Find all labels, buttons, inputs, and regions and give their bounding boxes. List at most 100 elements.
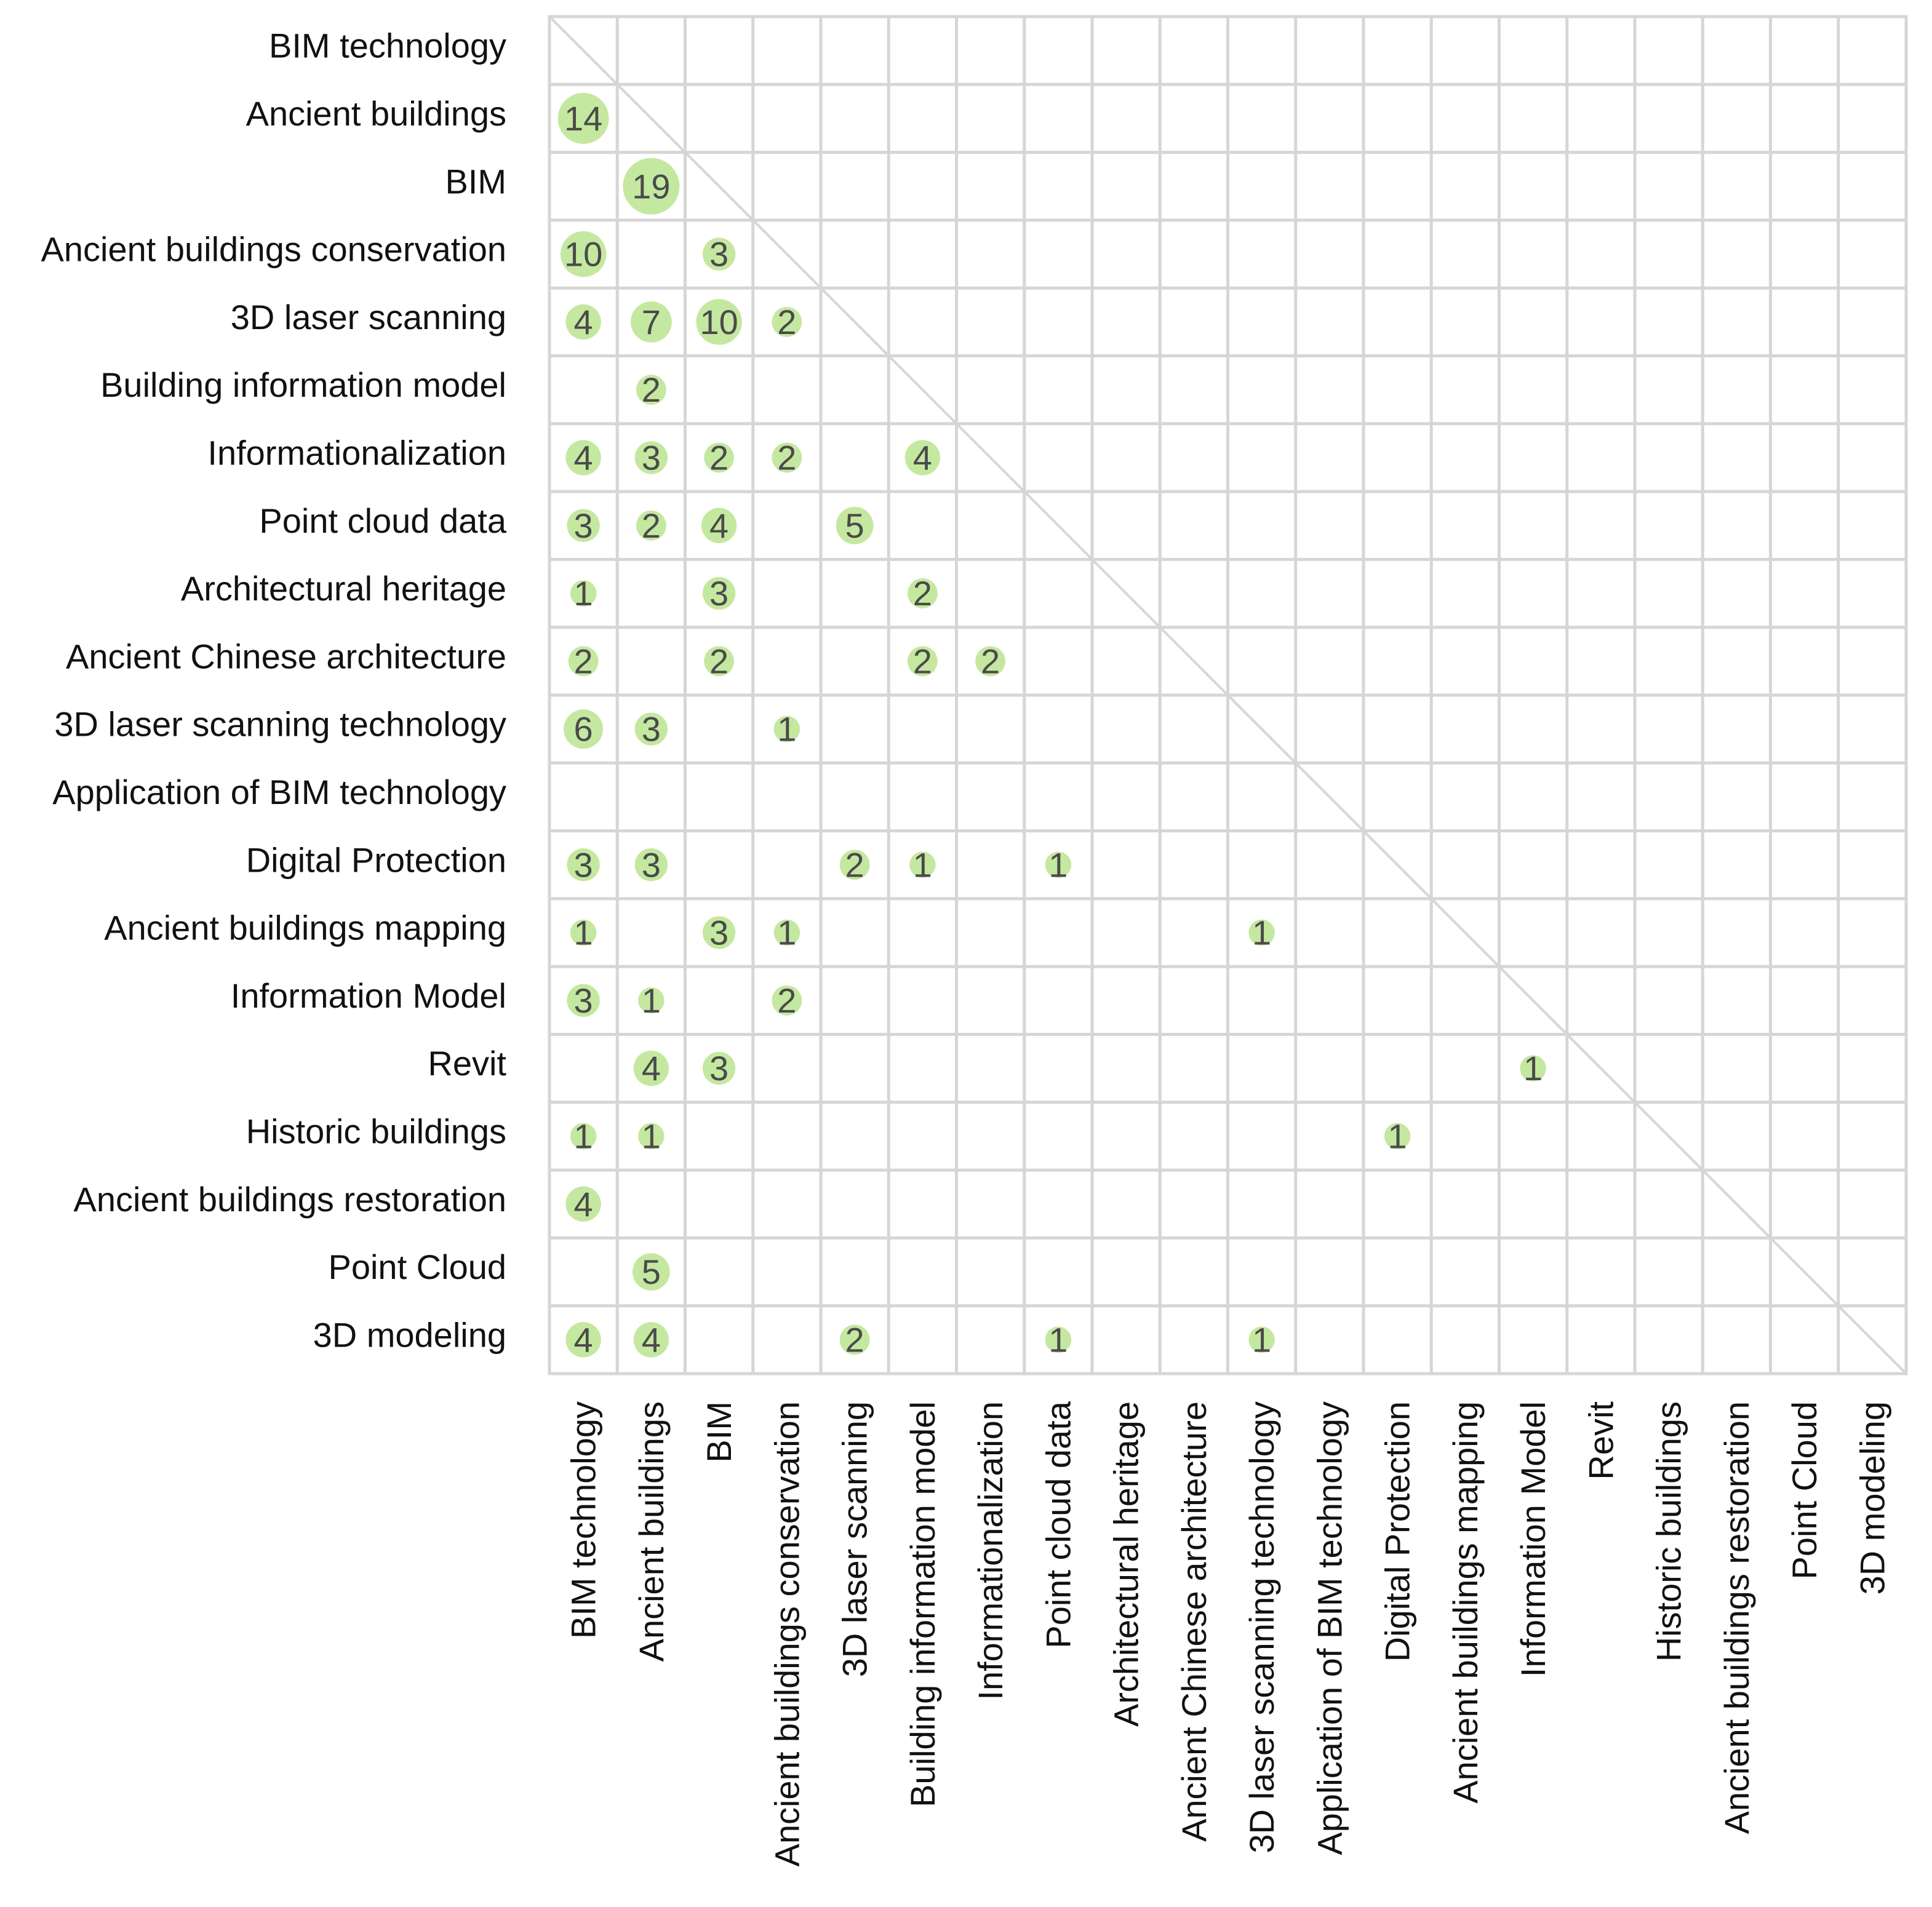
column-labels: BIM technology Ancient buildings BIM Ancien… [564, 1401, 1892, 1866]
column-label: Revit [1581, 1401, 1620, 1480]
row-label: Ancient buildings [246, 94, 506, 133]
cell-value-label: 1 [574, 1117, 593, 1155]
cell-value-label: 2 [913, 574, 932, 613]
cell-bubble [1520, 1055, 1546, 1081]
cell-bubble [557, 92, 609, 144]
cell-value-label: 3 [642, 710, 661, 749]
cell-value-label: 3 [574, 845, 593, 884]
cell-bubble [565, 1322, 601, 1358]
cell-value-label: 2 [981, 642, 1000, 680]
cell-bubble [696, 299, 742, 345]
cell-bubble [909, 851, 936, 878]
column-label: Ancient buildings restoration [1717, 1401, 1756, 1834]
cell-value-label: 2 [642, 370, 661, 409]
row-labels: BIM technology Ancient buildings BIM Ancien… [41, 26, 507, 1355]
cell-bubble [1045, 1326, 1072, 1353]
cell-value-label: 3 [709, 1049, 728, 1088]
row-label: Ancient Chinese architecture [66, 637, 506, 675]
row-label: Information Model [231, 976, 506, 1015]
cell-bubble [773, 919, 800, 946]
cell-value-label: 2 [777, 303, 796, 341]
cell-bubble [702, 1051, 736, 1085]
cell-value-label: 14 [564, 99, 602, 138]
cell-bubble [633, 1050, 669, 1086]
row-label: Point Cloud [328, 1248, 506, 1286]
cell-value-label: 1 [777, 710, 796, 749]
row-label: Historic buildings [246, 1112, 506, 1150]
cell-value-label: 3 [709, 914, 728, 952]
column-label: Ancient Chinese architecture [1175, 1401, 1213, 1842]
cell-bubble [1248, 1326, 1275, 1353]
cell-value-label: 3 [574, 981, 593, 1020]
cell-bubble [702, 576, 736, 610]
cell-bubble [701, 508, 737, 543]
cell-value-label: 2 [845, 845, 864, 884]
cell-value-label: 5 [845, 506, 864, 545]
cell-value-label: 1 [777, 914, 796, 952]
row-label: Ancient buildings restoration [73, 1180, 506, 1219]
row-label: BIM [445, 162, 506, 201]
cell-bubble [636, 510, 666, 541]
column-label: Ancient buildings [632, 1401, 671, 1662]
cell-value-label: 2 [709, 438, 728, 477]
cell-value-label: 4 [574, 303, 593, 341]
cell-value-label: 1 [574, 574, 593, 613]
cell-value-label: 2 [845, 1320, 864, 1359]
cell-value-label: 1 [1523, 1049, 1543, 1088]
cell-value-label: 2 [642, 506, 661, 545]
cell-bubble [564, 709, 604, 749]
cell-value-label: 1 [642, 981, 661, 1020]
cell-value-label: 3 [709, 574, 728, 613]
column-label: Digital Protection [1378, 1401, 1417, 1662]
cell-bubbles [557, 92, 1546, 1358]
row-label: 3D laser scanning technology [54, 705, 506, 744]
cell-bubble [773, 715, 800, 742]
cell-bubble [1045, 851, 1072, 878]
column-label: Building information model [903, 1401, 942, 1807]
row-label: Digital Protection [246, 840, 506, 879]
column-label: Ancient buildings conservation [767, 1401, 806, 1866]
cell-value-label: 1 [1252, 1320, 1271, 1359]
cell-bubble [772, 306, 802, 337]
cell-value-label: 1 [574, 914, 593, 952]
cell-value-label: 2 [709, 642, 728, 680]
cell-value-label: 4 [913, 438, 932, 477]
cell-value-label: 2 [777, 981, 796, 1020]
column-label: 3D modeling [1853, 1401, 1891, 1594]
cell-bubble [907, 646, 938, 677]
matrix-grid [548, 15, 1908, 1376]
cell-value-label: 3 [642, 845, 661, 884]
column-label: Point Cloud [1785, 1401, 1824, 1580]
cell-bubble [772, 985, 802, 1016]
cell-bubble [634, 848, 668, 882]
row-label: Application of BIM technology [52, 773, 506, 811]
cell-value-label: 4 [574, 1185, 593, 1224]
cell-bubble [1248, 919, 1275, 946]
cell-bubble [567, 984, 600, 1017]
cell-value-label: 10 [564, 235, 602, 274]
cell-bubble [907, 578, 938, 608]
column-label: Ancient buildings mapping [1446, 1401, 1485, 1804]
cell-bubble [623, 157, 680, 215]
cell-bubble [704, 442, 735, 473]
cell-bubble [565, 304, 601, 340]
column-label: BIM technology [564, 1401, 603, 1639]
cell-bubble [638, 987, 665, 1014]
cell-bubble [1384, 1123, 1411, 1150]
cell-bubble [633, 1322, 669, 1358]
cell-value-label: 6 [574, 710, 593, 749]
row-label: 3D laser scanning [231, 298, 506, 336]
cell-value-label: 2 [574, 642, 593, 680]
cell-bubble [836, 506, 874, 544]
cell-value-label: 4 [574, 438, 593, 477]
cell-bubble [638, 1123, 665, 1150]
cell-value-label: 4 [709, 506, 728, 545]
cell-value-label: 2 [777, 438, 796, 477]
cell-value-label: 19 [632, 167, 670, 205]
column-label: Informationalization [971, 1401, 1010, 1700]
cell-value-label: 2 [913, 642, 932, 680]
row-label: Informationalization [207, 433, 506, 472]
cell-bubble [560, 231, 607, 277]
cell-bubble [904, 440, 941, 476]
